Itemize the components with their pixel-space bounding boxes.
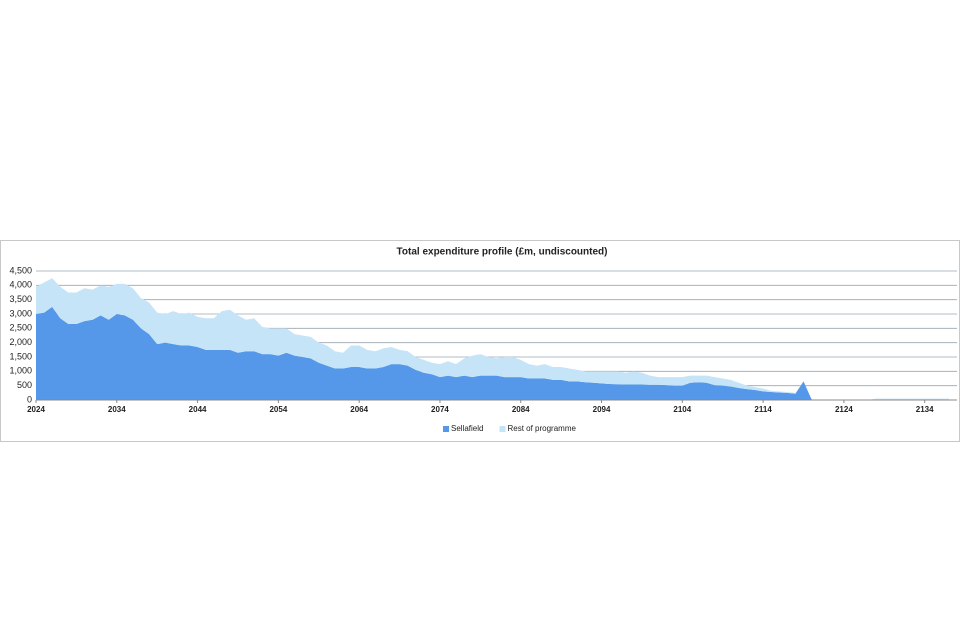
x-tick-label: 2064 [350,405,368,414]
legend-swatch [499,426,506,432]
x-tick-label: 2094 [593,405,611,414]
x-tick-label: 2114 [754,405,772,414]
x-tick-label: 2124 [835,405,853,414]
y-tick-label: 500 [17,380,32,390]
y-tick-label: 2,500 [9,323,32,333]
y-tick-label: 3,500 [9,294,32,304]
y-tick-label: 1,000 [9,366,32,376]
y-tick-label: 4,000 [9,280,32,290]
y-tick-label: 3,000 [9,308,32,318]
x-tick-label: 2074 [431,405,449,414]
x-tick-label: 2024 [27,405,45,414]
legend-label: Sellafield [451,424,483,433]
legend-swatch [443,426,449,432]
area [36,278,949,400]
x-tick-label: 2054 [269,405,287,414]
y-tick-label: 1,500 [9,351,32,361]
chart-title: Total expenditure profile (£m, undiscoun… [397,247,608,258]
y-tick-label: 2,000 [9,337,32,347]
x-tick-label: 2104 [673,405,691,414]
x-tick-label: 2084 [512,405,530,414]
x-tick-label: 2044 [189,405,207,414]
y-tick-label: 4,500 [9,265,32,275]
x-tick-label: 2034 [108,405,126,414]
y-tick-label: 0 [27,394,32,404]
area [36,306,949,400]
legend-label: Rest of programme [507,424,576,433]
x-tick-label: 2134 [916,405,934,414]
